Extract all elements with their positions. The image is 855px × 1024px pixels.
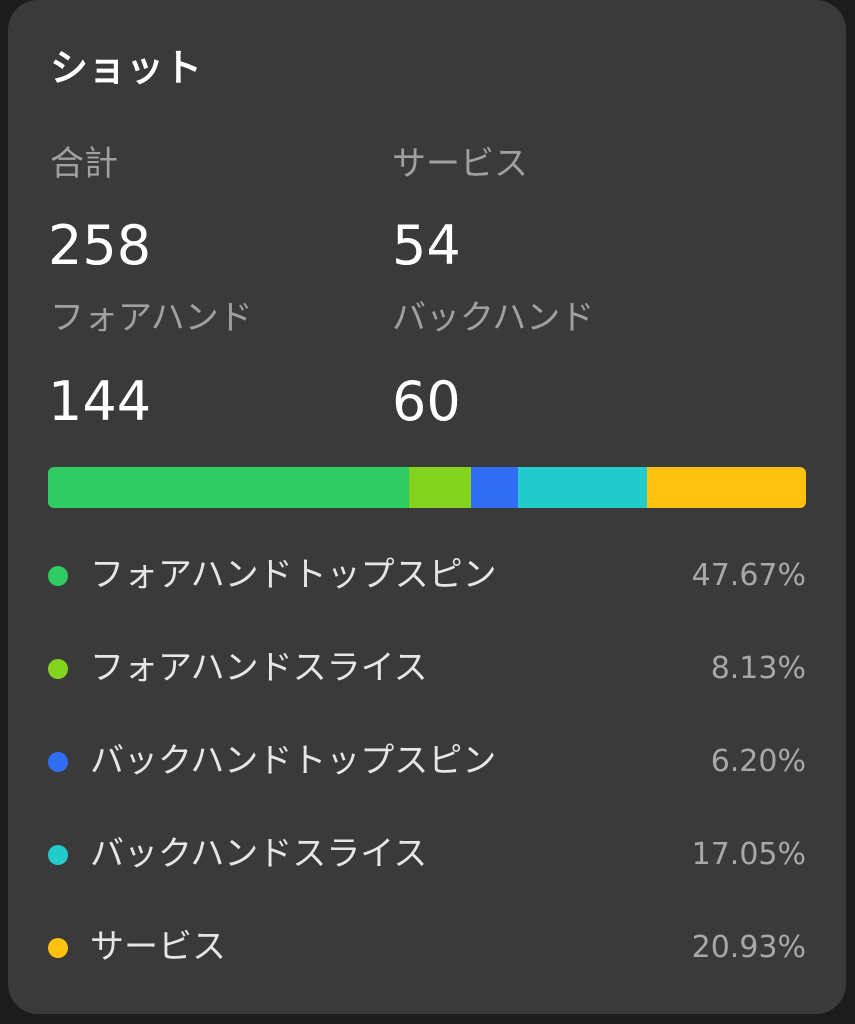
stat-label-forehand: フォアハンド bbox=[50, 298, 253, 338]
bar-segment bbox=[409, 467, 472, 508]
bar-segment bbox=[647, 467, 806, 508]
legend-color-dot bbox=[48, 938, 68, 958]
bar-segment bbox=[518, 467, 648, 508]
legend-color-dot bbox=[48, 845, 68, 865]
legend-percentage: 20.93% bbox=[691, 930, 806, 965]
legend-item: フォアハンドトップスピン 47.67% bbox=[48, 530, 806, 623]
shot-distribution-bar bbox=[48, 467, 806, 508]
shot-legend: フォアハンドトップスピン 47.67% フォアハンドスライス 8.13% バックハンドト… bbox=[48, 530, 806, 995]
legend-label: バックハンドスライス bbox=[90, 834, 428, 874]
legend-color-dot bbox=[48, 566, 68, 586]
legend-percentage: 17.05% bbox=[691, 837, 806, 872]
legend-label: サービス bbox=[90, 927, 226, 967]
legend-color-dot bbox=[48, 752, 68, 772]
legend-color-dot bbox=[48, 659, 68, 679]
legend-label: フォアハンドトップスピン bbox=[90, 555, 497, 595]
legend-item: バックハンドスライス 17.05% bbox=[48, 809, 806, 902]
legend-item: サービス 20.93% bbox=[48, 902, 806, 995]
legend-label: バックハンドトップスピン bbox=[90, 741, 497, 781]
legend-item: バックハンドトップスピン 6.20% bbox=[48, 716, 806, 809]
legend-percentage: 8.13% bbox=[710, 651, 806, 686]
stat-value-serve: 54 bbox=[392, 214, 461, 277]
bar-segment bbox=[471, 467, 519, 508]
stat-value-total: 258 bbox=[48, 214, 152, 277]
legend-percentage: 6.20% bbox=[710, 744, 806, 779]
legend-item: フォアハンドスライス 8.13% bbox=[48, 623, 806, 716]
shot-summary-card: ショット 合計 258 サービス 54 フォアハンド 144 バックハンド 60… bbox=[8, 0, 846, 1014]
legend-percentage: 47.67% bbox=[691, 558, 806, 593]
legend-label: フォアハンドスライス bbox=[90, 648, 428, 688]
bar-segment bbox=[48, 467, 410, 508]
stat-label-serve: サービス bbox=[392, 144, 528, 184]
card-title: ショット bbox=[50, 46, 203, 90]
stat-label-total: 合計 bbox=[50, 144, 118, 184]
stat-value-backhand: 60 bbox=[392, 370, 461, 433]
stat-value-forehand: 144 bbox=[48, 370, 152, 433]
stat-label-backhand: バックハンド bbox=[392, 298, 595, 338]
